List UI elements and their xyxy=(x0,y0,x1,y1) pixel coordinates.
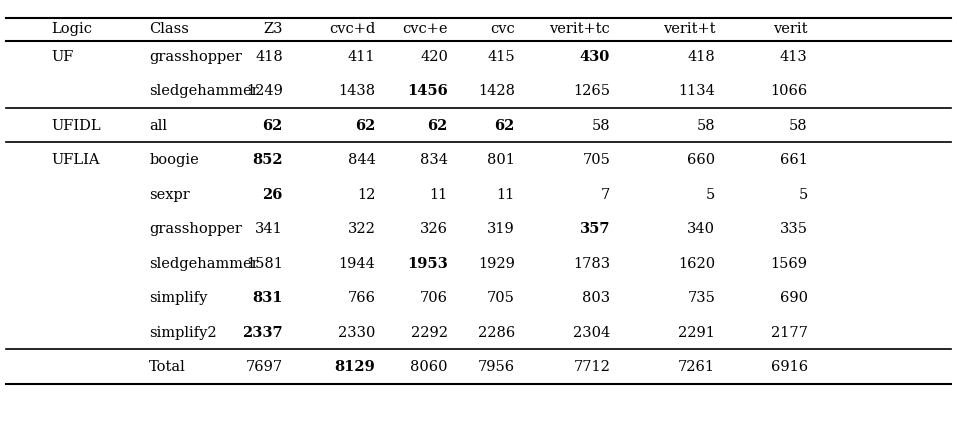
Text: 5: 5 xyxy=(706,188,715,202)
Text: 7697: 7697 xyxy=(246,360,283,374)
Text: simplify: simplify xyxy=(149,291,208,305)
Text: 322: 322 xyxy=(347,222,375,236)
Text: all: all xyxy=(149,119,167,133)
Text: 660: 660 xyxy=(687,153,715,167)
Text: 7712: 7712 xyxy=(573,360,611,374)
Text: verit: verit xyxy=(773,22,808,36)
Text: UF: UF xyxy=(51,50,74,64)
Text: 62: 62 xyxy=(428,119,448,133)
Text: 7261: 7261 xyxy=(679,360,715,374)
Text: boogie: boogie xyxy=(149,153,199,167)
Text: sexpr: sexpr xyxy=(149,188,190,202)
Text: 335: 335 xyxy=(780,222,808,236)
Text: UFIDL: UFIDL xyxy=(51,119,100,133)
Text: 319: 319 xyxy=(487,222,515,236)
Text: cvc+d: cvc+d xyxy=(329,22,375,36)
Text: verit+t: verit+t xyxy=(662,22,715,36)
Text: 58: 58 xyxy=(790,119,808,133)
Text: 6916: 6916 xyxy=(770,360,808,374)
Text: 415: 415 xyxy=(487,50,515,64)
Text: 1569: 1569 xyxy=(770,257,808,271)
Text: 11: 11 xyxy=(497,188,515,202)
Text: 661: 661 xyxy=(780,153,808,167)
Text: cvc: cvc xyxy=(490,22,515,36)
Text: 1066: 1066 xyxy=(770,84,808,98)
Text: 1953: 1953 xyxy=(408,257,448,271)
Text: cvc+e: cvc+e xyxy=(403,22,448,36)
Text: 411: 411 xyxy=(348,50,375,64)
Text: 11: 11 xyxy=(430,188,448,202)
Text: verit+tc: verit+tc xyxy=(549,22,611,36)
Text: 58: 58 xyxy=(697,119,715,133)
Text: 340: 340 xyxy=(687,222,715,236)
Text: 26: 26 xyxy=(262,188,283,202)
Text: 705: 705 xyxy=(582,153,611,167)
Text: 831: 831 xyxy=(253,291,283,305)
Text: 1929: 1929 xyxy=(478,257,515,271)
Text: 2337: 2337 xyxy=(242,326,283,340)
Text: sledgehammer: sledgehammer xyxy=(149,257,259,271)
Text: 1265: 1265 xyxy=(573,84,611,98)
Text: 430: 430 xyxy=(580,50,611,64)
Text: 1134: 1134 xyxy=(679,84,715,98)
Text: 735: 735 xyxy=(687,291,715,305)
Text: 58: 58 xyxy=(591,119,611,133)
Text: 413: 413 xyxy=(780,50,808,64)
Text: UFLIA: UFLIA xyxy=(51,153,100,167)
Text: 12: 12 xyxy=(357,188,375,202)
Text: 705: 705 xyxy=(487,291,515,305)
Text: 62: 62 xyxy=(355,119,375,133)
Text: 5: 5 xyxy=(798,188,808,202)
Text: 1249: 1249 xyxy=(246,84,283,98)
Text: 2304: 2304 xyxy=(573,326,611,340)
Text: 2291: 2291 xyxy=(679,326,715,340)
Text: 1428: 1428 xyxy=(478,84,515,98)
Text: 7: 7 xyxy=(601,188,611,202)
Text: 7956: 7956 xyxy=(478,360,515,374)
Text: sledgehammer: sledgehammer xyxy=(149,84,259,98)
Text: 8129: 8129 xyxy=(335,360,375,374)
Text: 62: 62 xyxy=(495,119,515,133)
Text: 2292: 2292 xyxy=(411,326,448,340)
Text: 844: 844 xyxy=(347,153,375,167)
Text: grasshopper: grasshopper xyxy=(149,222,242,236)
Text: 418: 418 xyxy=(687,50,715,64)
Text: 690: 690 xyxy=(780,291,808,305)
Text: Total: Total xyxy=(149,360,186,374)
Text: 852: 852 xyxy=(253,153,283,167)
Text: 420: 420 xyxy=(420,50,448,64)
Text: 2330: 2330 xyxy=(338,326,375,340)
Text: 1438: 1438 xyxy=(339,84,375,98)
Text: 2286: 2286 xyxy=(478,326,515,340)
Text: 357: 357 xyxy=(580,222,611,236)
Text: 62: 62 xyxy=(262,119,283,133)
Text: Logic: Logic xyxy=(51,22,92,36)
Text: 766: 766 xyxy=(347,291,375,305)
Text: 2177: 2177 xyxy=(770,326,808,340)
Text: 801: 801 xyxy=(487,153,515,167)
Text: 1456: 1456 xyxy=(408,84,448,98)
Text: simplify2: simplify2 xyxy=(149,326,217,340)
Text: Class: Class xyxy=(149,22,189,36)
Text: 1783: 1783 xyxy=(573,257,611,271)
Text: 1944: 1944 xyxy=(339,257,375,271)
Text: 803: 803 xyxy=(582,291,611,305)
Text: 326: 326 xyxy=(420,222,448,236)
Text: 418: 418 xyxy=(256,50,283,64)
Text: 8060: 8060 xyxy=(411,360,448,374)
Text: Z3: Z3 xyxy=(263,22,283,36)
Text: 1620: 1620 xyxy=(678,257,715,271)
Text: 1581: 1581 xyxy=(246,257,283,271)
Text: grasshopper: grasshopper xyxy=(149,50,242,64)
Text: 834: 834 xyxy=(420,153,448,167)
Text: 341: 341 xyxy=(256,222,283,236)
Text: 706: 706 xyxy=(420,291,448,305)
